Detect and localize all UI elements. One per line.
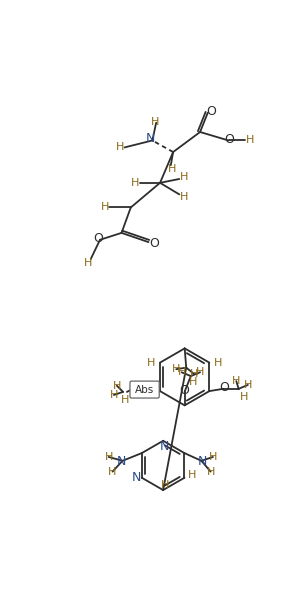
Text: H: H <box>209 452 217 462</box>
Text: H: H <box>108 467 117 476</box>
Text: H: H <box>113 381 121 391</box>
Text: H: H <box>167 164 176 174</box>
Text: H: H <box>190 369 198 379</box>
Text: H: H <box>177 367 186 378</box>
Text: H: H <box>110 390 118 400</box>
Text: N: N <box>116 455 126 468</box>
Text: H: H <box>246 136 254 145</box>
Text: H: H <box>147 358 156 368</box>
Text: H: H <box>206 467 215 476</box>
Text: O: O <box>219 381 229 394</box>
Text: H: H <box>180 191 188 202</box>
Text: H: H <box>196 367 204 378</box>
Text: H: H <box>180 171 188 182</box>
Text: N: N <box>160 441 169 453</box>
Text: H: H <box>188 470 196 481</box>
Text: H: H <box>172 364 180 374</box>
Text: H: H <box>84 258 93 268</box>
Text: O: O <box>225 133 234 146</box>
Text: H: H <box>189 378 197 387</box>
Text: N: N <box>198 455 208 468</box>
Text: H: H <box>214 358 222 368</box>
Text: H: H <box>244 380 252 390</box>
Text: Abs: Abs <box>135 385 154 395</box>
Text: H: H <box>161 480 170 490</box>
Text: H: H <box>151 117 160 127</box>
Text: H: H <box>131 178 140 188</box>
Text: H: H <box>101 202 109 213</box>
Text: O: O <box>206 105 216 119</box>
Text: H: H <box>240 391 248 402</box>
Text: O: O <box>180 384 190 397</box>
Text: N: N <box>132 471 141 484</box>
Text: H: H <box>232 376 240 386</box>
Text: H: H <box>121 395 129 405</box>
Text: N: N <box>146 133 156 145</box>
FancyBboxPatch shape <box>130 381 159 398</box>
Text: H: H <box>104 452 113 462</box>
Text: H: H <box>116 142 124 153</box>
Text: O: O <box>150 237 160 250</box>
Text: O: O <box>94 231 103 245</box>
